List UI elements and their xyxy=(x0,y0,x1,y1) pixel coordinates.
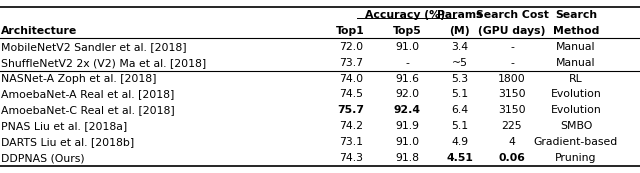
Text: 6.4: 6.4 xyxy=(451,105,468,115)
Text: MobileNetV2 Sandler et al. [2018]: MobileNetV2 Sandler et al. [2018] xyxy=(1,42,186,52)
Text: Top5: Top5 xyxy=(393,26,421,36)
Text: 4.9: 4.9 xyxy=(451,137,468,147)
Text: 74.3: 74.3 xyxy=(339,153,363,163)
Text: -: - xyxy=(510,58,514,68)
Text: DARTS Liu et al. [2018b]: DARTS Liu et al. [2018b] xyxy=(1,137,134,147)
Text: ~5: ~5 xyxy=(452,58,467,68)
Text: AmoebaNet-A Real et al. [2018]: AmoebaNet-A Real et al. [2018] xyxy=(1,89,174,99)
Text: 74.2: 74.2 xyxy=(339,121,363,131)
Text: PNAS Liu et al. [2018a]: PNAS Liu et al. [2018a] xyxy=(1,121,127,131)
Text: 74.5: 74.5 xyxy=(339,89,363,99)
Text: 72.0: 72.0 xyxy=(339,42,363,52)
Text: 91.6: 91.6 xyxy=(395,74,419,84)
Text: Gradient-based: Gradient-based xyxy=(534,137,618,147)
Text: 5.1: 5.1 xyxy=(451,89,468,99)
Text: 92.4: 92.4 xyxy=(394,105,420,115)
Text: (M): (M) xyxy=(449,26,470,36)
Text: ShuffleNetV2 2x (V2) Ma et al. [2018]: ShuffleNetV2 2x (V2) Ma et al. [2018] xyxy=(1,58,206,68)
Text: 0.06: 0.06 xyxy=(499,153,525,163)
Text: AmoebaNet-C Real et al. [2018]: AmoebaNet-C Real et al. [2018] xyxy=(1,105,174,115)
Text: 73.7: 73.7 xyxy=(339,58,363,68)
Text: Top1: Top1 xyxy=(337,26,365,36)
Text: Manual: Manual xyxy=(556,58,596,68)
Text: Architecture: Architecture xyxy=(1,26,77,36)
Text: 91.0: 91.0 xyxy=(395,137,419,147)
Text: 73.1: 73.1 xyxy=(339,137,363,147)
Text: NASNet-A Zoph et al. [2018]: NASNet-A Zoph et al. [2018] xyxy=(1,74,156,84)
Text: Accuracy (%): Accuracy (%) xyxy=(365,10,445,20)
Text: 91.0: 91.0 xyxy=(395,42,419,52)
Text: 74.0: 74.0 xyxy=(339,74,363,84)
Text: Evolution: Evolution xyxy=(550,105,602,115)
Text: 91.8: 91.8 xyxy=(395,153,419,163)
Text: 5.3: 5.3 xyxy=(451,74,468,84)
Text: (GPU days): (GPU days) xyxy=(478,26,546,36)
Text: 225: 225 xyxy=(502,121,522,131)
Text: 1800: 1800 xyxy=(498,74,526,84)
Text: 3150: 3150 xyxy=(498,105,526,115)
Text: 75.7: 75.7 xyxy=(337,105,364,115)
Text: Method: Method xyxy=(553,26,599,36)
Text: 92.0: 92.0 xyxy=(395,89,419,99)
Text: Search: Search xyxy=(555,10,597,20)
Text: Pruning: Pruning xyxy=(556,153,596,163)
Text: 3.4: 3.4 xyxy=(451,42,468,52)
Text: Params: Params xyxy=(436,10,483,20)
Text: RL: RL xyxy=(569,74,583,84)
Text: Manual: Manual xyxy=(556,42,596,52)
Text: SMBO: SMBO xyxy=(560,121,592,131)
Text: 4: 4 xyxy=(509,137,515,147)
Text: DDPNAS (Ours): DDPNAS (Ours) xyxy=(1,153,84,163)
Text: -: - xyxy=(510,42,514,52)
Text: Search Cost: Search Cost xyxy=(476,10,548,20)
Text: 91.9: 91.9 xyxy=(395,121,419,131)
Text: Evolution: Evolution xyxy=(550,89,602,99)
Text: 5.1: 5.1 xyxy=(451,121,468,131)
Text: -: - xyxy=(405,58,409,68)
Text: 4.51: 4.51 xyxy=(446,153,473,163)
Text: 3150: 3150 xyxy=(498,89,526,99)
